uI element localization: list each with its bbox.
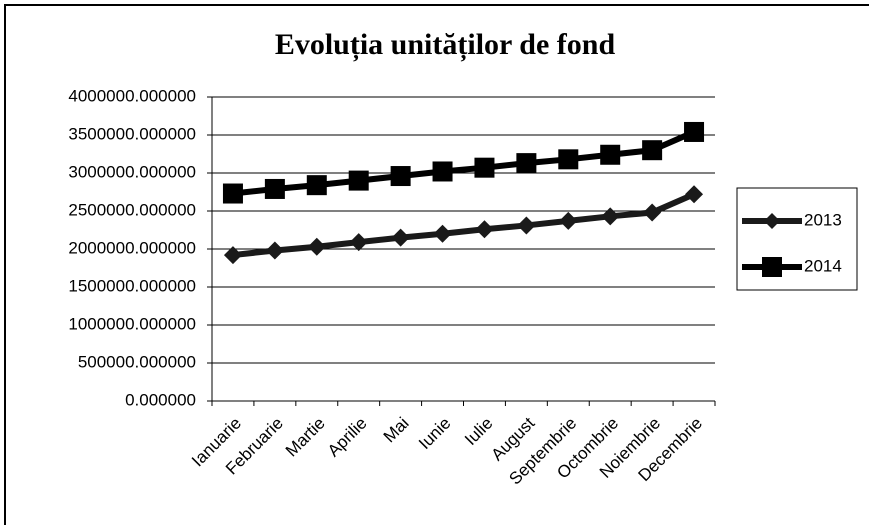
marker bbox=[390, 166, 411, 187]
marker bbox=[264, 178, 285, 199]
marker bbox=[391, 228, 410, 247]
marker bbox=[558, 149, 579, 170]
marker bbox=[684, 121, 705, 142]
legend-box bbox=[736, 187, 858, 291]
series-line bbox=[232, 129, 696, 197]
legend-label: 2014 bbox=[804, 256, 842, 275]
marker bbox=[433, 224, 452, 243]
marker bbox=[349, 233, 368, 252]
marker bbox=[306, 175, 327, 196]
y-tick-label: 4000000.000000 bbox=[68, 86, 196, 105]
x-tick-label: Iulie bbox=[461, 414, 496, 449]
marker bbox=[517, 216, 536, 235]
marker bbox=[432, 161, 453, 182]
chart-title: Evoluția unităților de fond bbox=[275, 28, 616, 62]
y-tick-label: 3000000.000000 bbox=[68, 162, 196, 181]
marker bbox=[601, 207, 620, 226]
x-tick-label: Aprilie bbox=[324, 414, 371, 461]
chart-border bbox=[4, 4, 869, 525]
x-tick-label: Martie bbox=[282, 414, 329, 461]
marker bbox=[643, 203, 662, 222]
marker bbox=[559, 211, 578, 230]
marker bbox=[307, 237, 326, 256]
y-tick-label: 1000000.000000 bbox=[68, 314, 196, 333]
marker bbox=[516, 153, 537, 174]
legend-marker bbox=[764, 213, 780, 229]
y-tick-label: 3500000.000000 bbox=[68, 124, 196, 143]
marker bbox=[265, 241, 284, 260]
y-tick-label: 0.000000 bbox=[125, 390, 196, 409]
x-tick-label: Mai bbox=[380, 414, 413, 447]
marker bbox=[642, 140, 663, 161]
legend-marker bbox=[762, 257, 782, 277]
y-tick-label: 1500000.000000 bbox=[68, 276, 196, 295]
marker bbox=[600, 144, 621, 165]
marker bbox=[474, 157, 495, 178]
y-tick-label: 2500000.000000 bbox=[68, 200, 196, 219]
y-tick-label: 500000.000000 bbox=[78, 352, 196, 371]
marker bbox=[475, 220, 494, 239]
legend-label: 2013 bbox=[804, 210, 842, 229]
marker bbox=[348, 170, 369, 191]
x-tick-label: Iunie bbox=[415, 414, 455, 454]
marker bbox=[223, 246, 242, 265]
marker bbox=[685, 185, 704, 204]
y-tick-label: 2000000.000000 bbox=[68, 238, 196, 257]
marker bbox=[222, 183, 243, 204]
series-line bbox=[232, 191, 696, 259]
